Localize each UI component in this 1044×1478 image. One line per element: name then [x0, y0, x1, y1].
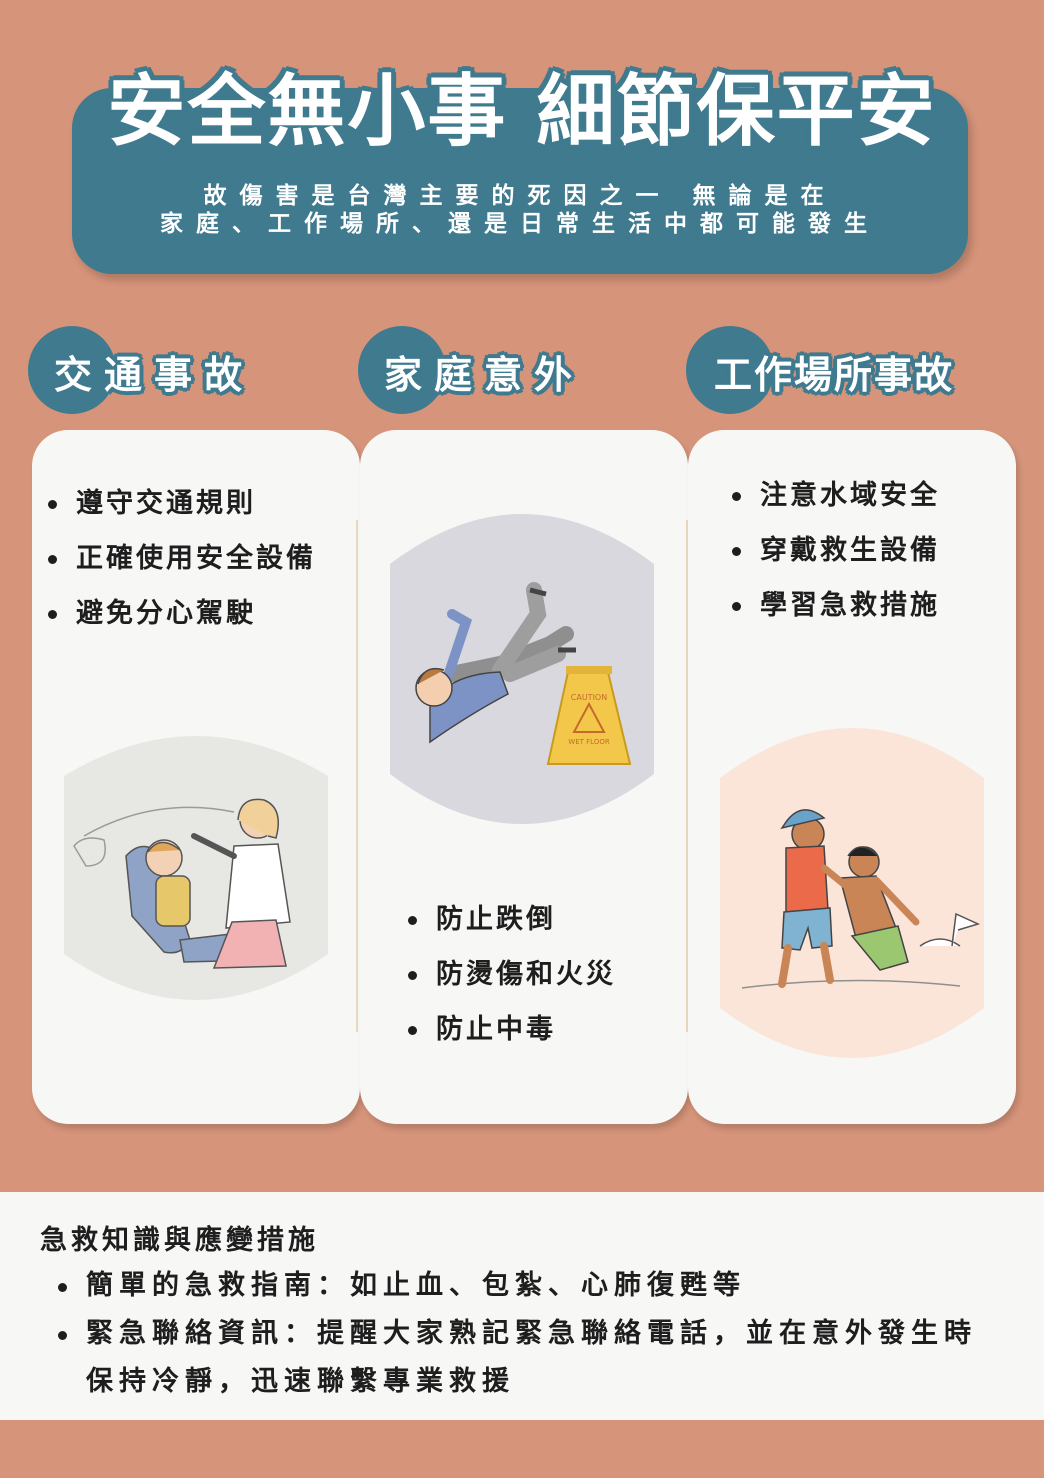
first-aid-heading: 急救知識與應變措施 — [40, 1225, 319, 1256]
water-rescue-icon — [720, 728, 984, 1058]
sign-top-text: CAUTION — [571, 693, 607, 702]
list-item: 防止跌倒 — [408, 892, 616, 947]
category-circle — [28, 326, 116, 414]
home-list: 防止跌倒 防燙傷和火災 防止中毒 — [408, 892, 616, 1057]
divider-2 — [686, 520, 688, 1032]
list-item: 穿戴救生設備 — [732, 523, 940, 578]
list-item: 防止中毒 — [408, 1002, 616, 1057]
car-seat-icon — [64, 736, 328, 1000]
page-title: 安全無小事 細節保平安 — [107, 67, 937, 157]
category-circle — [358, 326, 446, 414]
water-rescue-illustration — [720, 718, 984, 1072]
list-item: 正確使用安全設備 — [48, 531, 316, 586]
fall-illustration: CAUTION WET FLOOR — [390, 494, 654, 830]
list-item: 避免分心駕駛 — [48, 586, 316, 641]
list-item: 防燙傷和火災 — [408, 947, 616, 1002]
category-title: 交通事故 — [54, 353, 255, 397]
first-aid-panel: 急救知識與應變措施 簡單的急救指南：如止血、包紮、心肺復甦等 緊急聯絡資訊：提醒… — [0, 1192, 1044, 1420]
traffic-list: 遵守交通規則 正確使用安全設備 避免分心駕駛 — [48, 476, 316, 641]
category-circle — [686, 326, 774, 414]
car-seat-illustration — [64, 716, 328, 1014]
list-item: 遵守交通規則 — [48, 476, 316, 531]
divider-1 — [356, 520, 358, 1032]
workplace-list: 注意水域安全 穿戴救生設備 學習急救措施 — [732, 468, 940, 633]
subtitle: 故傷害是台灣主要的死因之一 無論是在 家庭、工作場所、還是日常生活中都可能發生 — [72, 182, 968, 238]
subtitle-line-2: 家庭、工作場所、還是日常生活中都可能發生 — [160, 211, 880, 237]
falling-man-icon: CAUTION WET FLOOR — [390, 514, 654, 824]
sign-bottom-text: WET FLOOR — [568, 738, 610, 746]
category-title: 工作場所事故 — [714, 353, 955, 397]
header-banner — [72, 88, 968, 274]
list-item: 學習急救措施 — [732, 578, 940, 633]
list-item: 簡單的急救指南：如止血、包紮、心肺復甦等 — [58, 1262, 1008, 1310]
list-item: 注意水域安全 — [732, 468, 940, 523]
first-aid-list: 簡單的急救指南：如止血、包紮、心肺復甦等 緊急聯絡資訊：提醒大家熟記緊急聯絡電話… — [58, 1262, 1008, 1406]
category-title: 家庭意外 — [384, 353, 585, 397]
subtitle-line-1: 故傷害是台灣主要的死因之一 無論是在 — [203, 183, 837, 209]
list-item: 緊急聯絡資訊：提醒大家熟記緊急聯絡電話，並在意外發生時保持冷靜，迅速聯繫專業救援 — [58, 1310, 1008, 1406]
